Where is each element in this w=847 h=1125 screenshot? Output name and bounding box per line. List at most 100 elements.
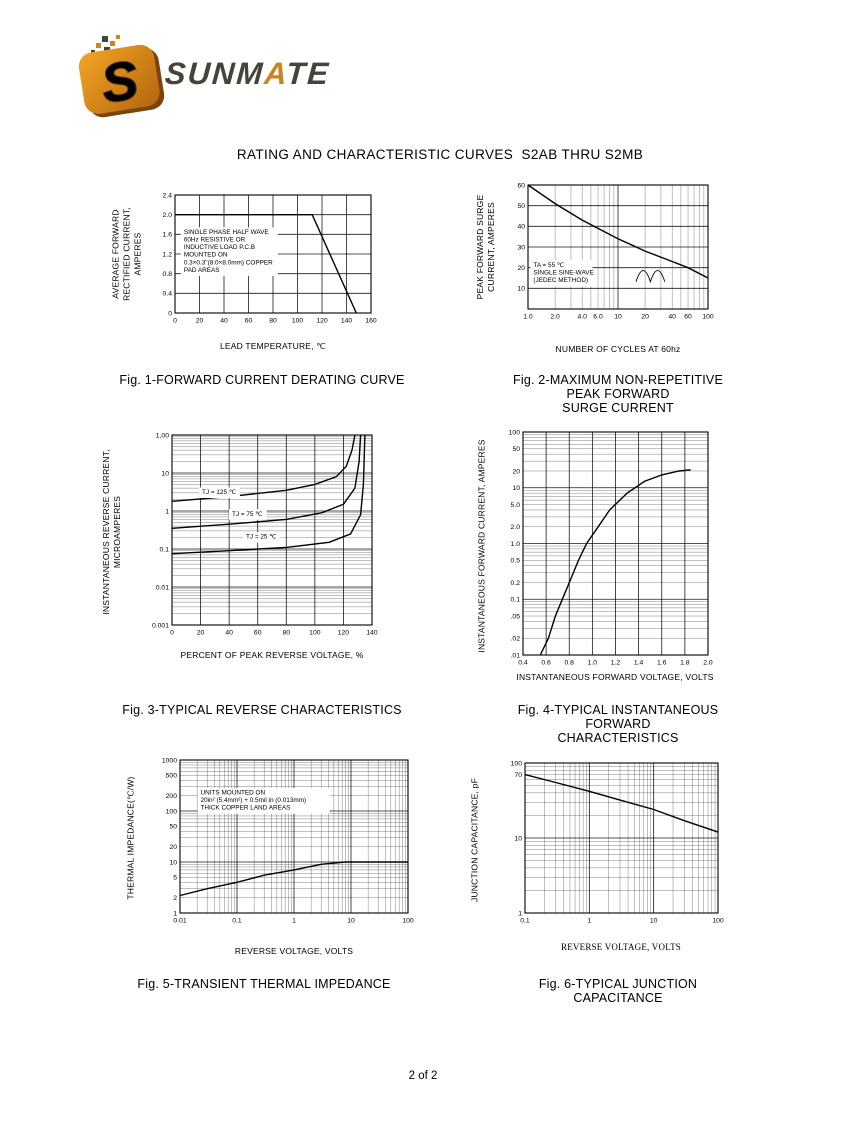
- x-tick-label: 100: [292, 318, 304, 325]
- x-tick-label: 40: [225, 630, 233, 637]
- x-tick-label: 0: [173, 318, 177, 325]
- x-tick-label: 1.2: [611, 660, 621, 667]
- pixel-dot: [96, 43, 101, 48]
- note-background: [243, 532, 281, 543]
- fig4-caption: Fig. 4-TYPICAL INSTANTANEOUS FORWARD CHA…: [517, 703, 719, 745]
- x-tick-label: 20: [197, 630, 205, 637]
- x-tick-label: 10: [614, 314, 622, 321]
- x-tick-label: 0: [170, 630, 174, 637]
- logo-wordmark: SUNMATE: [164, 56, 332, 92]
- y-tick-label: .02: [511, 636, 521, 643]
- series-forward-current: [539, 469, 691, 656]
- annotation-text: (JEDEC METHOD): [533, 277, 588, 284]
- y-tick-label: 1,00: [156, 432, 169, 439]
- x-tick-label: 60: [684, 314, 692, 321]
- x-tick-label: 140: [341, 318, 353, 325]
- series-tj-75: [171, 434, 362, 529]
- x-tick-label: 40: [668, 314, 676, 321]
- x-tick-label: 10: [650, 918, 658, 925]
- y-tick-label: 1.6: [163, 232, 173, 239]
- plot-border: [522, 431, 709, 656]
- annotation-text: UNITS MOUNTED ON: [201, 789, 266, 796]
- annotation-text: TA = 55 ℃: [533, 262, 564, 269]
- pixel-dot: [102, 36, 108, 42]
- fig2-caption: Fig. 2-MAXIMUM NON-REPETITIVE PEAK FORWA…: [513, 373, 723, 415]
- annotation-text: 60Hz RESISTIVE OR: [184, 237, 246, 244]
- page-number: 2 of 2: [408, 1070, 438, 1082]
- y-tick-label: 5.0: [511, 502, 521, 509]
- annotation-text: TJ = 25 ℃: [246, 534, 276, 541]
- fig1-caption: Fig. 1-FORWARD CURRENT DERATING CURVE: [119, 373, 405, 387]
- grid: [522, 431, 709, 656]
- series-junction-capacitance: [524, 773, 719, 833]
- series-thermal-impedance: [179, 861, 408, 897]
- logo-text-3: TE: [285, 56, 332, 91]
- y-tick-label: 0.1: [511, 597, 521, 604]
- fig2-y-axis-label: PEAK FORWARD SURGE CURRENT, AMPERES: [474, 194, 496, 300]
- x-tick-label: 1.0: [523, 314, 533, 321]
- x-tick-label: 0.1: [520, 918, 530, 925]
- x-tick-label: 140: [366, 630, 378, 637]
- x-tick-label: 100: [309, 630, 321, 637]
- logo-badge: S: [78, 44, 165, 118]
- fig5-y-axis-label: THERMAL IMPEDANCE(℃/W): [125, 776, 136, 900]
- pixel-dot: [116, 35, 120, 39]
- page-title: RATING AND CHARACTERISTIC CURVES S2AB TH…: [236, 147, 644, 162]
- plot-border: [524, 762, 719, 914]
- y-tick-label: 2.0: [511, 524, 521, 531]
- y-tick-label: 1.2: [163, 251, 173, 258]
- y-tick-label: 60: [517, 182, 525, 189]
- fig3-x-axis-label: PERCENT OF PEAK REVERSE VOLTAGE, %: [180, 650, 364, 660]
- annotation-text: PAD AREAS: [184, 267, 220, 274]
- x-tick-label: 1.6: [657, 660, 667, 667]
- x-tick-label: 120: [316, 318, 328, 325]
- x-tick-label: 1.8: [680, 660, 690, 667]
- x-tick-label: 20: [641, 314, 649, 321]
- y-tick-label: 0.4: [163, 291, 173, 298]
- x-tick-label: 0.1: [232, 918, 242, 925]
- series-surge-current: [527, 184, 709, 279]
- y-tick-label: 70: [514, 772, 522, 779]
- fig5-caption: Fig. 5-TRANSIENT THERMAL IMPEDANCE: [137, 977, 391, 991]
- x-tick-label: 60: [254, 630, 262, 637]
- annotation-text: 20in² (5.4mm²) + 0.5mil in (0.013mm): [201, 797, 307, 804]
- x-tick-label: 20: [196, 318, 204, 325]
- annotation-text: 0.3×0.3"(8.0×8.0mm) COPPER: [184, 259, 273, 266]
- x-tick-label: 100: [702, 314, 714, 321]
- note-background: [229, 509, 267, 520]
- y-tick-label: 100: [511, 760, 523, 767]
- fig6-caption: Fig. 6-TYPICAL JUNCTION CAPACITANCE: [538, 977, 698, 1005]
- y-tick-label: 0.01: [156, 584, 169, 591]
- annotation-text: SINGLE SINE-WAVE: [533, 269, 593, 276]
- x-tick-label: 100: [712, 918, 724, 925]
- y-tick-label: 20: [517, 265, 525, 272]
- y-tick-label: 1: [518, 910, 522, 917]
- x-tick-label: 160: [365, 318, 377, 325]
- sine-wave-icon: [635, 270, 666, 284]
- fig1-plot: 0 20 40 60 80 100 120 140 160 2.4 2.0 1.6 1.2 0.8 0.4 0…: [163, 192, 377, 325]
- x-tick-label: 80: [283, 630, 291, 637]
- fig6-y-axis-label: JUNCTION CAPACITANCE, pF: [469, 778, 480, 902]
- x-tick-label: 80: [269, 318, 277, 325]
- x-tick-label: 4.0: [577, 314, 587, 321]
- fig1-y-axis-label: AVERAGE FORWARD RECTIFIED CURRENT, AMPER…: [110, 207, 143, 301]
- x-tick-label: 1.4: [634, 660, 644, 667]
- x-tick-label: 1: [587, 918, 591, 925]
- x-tick-label: 0.01: [173, 918, 186, 925]
- y-tick-label: 0.001: [152, 622, 169, 629]
- y-tick-label: 0.2: [511, 580, 521, 587]
- y-tick-label: 50: [169, 824, 177, 831]
- fig4-x-axis-label: INSTANTANEOUS FORWARD VOLTAGE, VOLTS: [516, 672, 714, 682]
- sunmate-logo-icon: S: [78, 35, 165, 118]
- grid: [171, 434, 373, 626]
- fig3-plot: 0 20 40 60 80 100 120 140 1,00 10 1 0.1 0.01 0.001 TJ …: [152, 432, 378, 637]
- y-tick-label: 2.4: [163, 192, 173, 199]
- logo-text-2: A: [263, 56, 288, 91]
- fig4-plot: 0.4 0.6 0.8 1.0 1.2 1.4 1.6 1.8 2.0 100 50 20 10 5.0 2…: [509, 429, 713, 667]
- x-tick-label: 2.0: [550, 314, 560, 321]
- y-tick-label: 2: [173, 895, 177, 902]
- annotation-text: SINGLE PHASE HALF WAVE: [184, 229, 269, 236]
- y-tick-label: 10: [161, 470, 169, 477]
